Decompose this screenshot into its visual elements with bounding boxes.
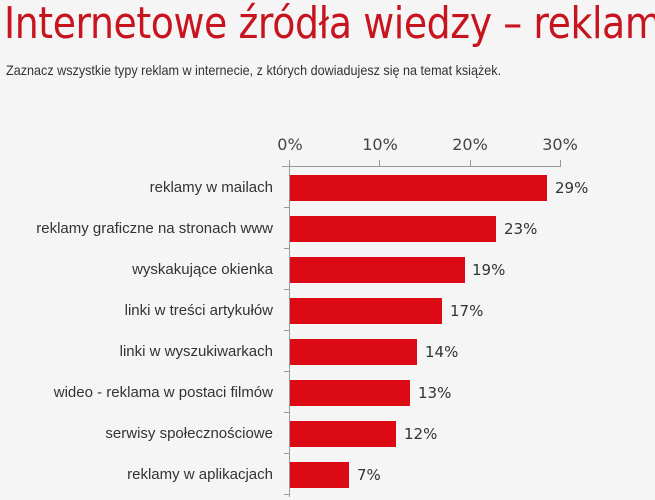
value-label: 29%: [555, 179, 589, 197]
category-label: serwisy społecznościowe: [105, 425, 273, 442]
category-label: linki w wyszukiwarkach: [119, 343, 273, 360]
value-label: 12%: [404, 425, 438, 443]
category-label: reklamy w mailach: [149, 179, 273, 196]
y-tick: [284, 330, 289, 331]
y-tick: [284, 453, 289, 454]
x-tick: [470, 160, 471, 166]
bar: [290, 421, 396, 447]
x-tick: [379, 160, 380, 166]
bar: [290, 462, 349, 488]
category-label: reklamy graficzne na stronach www: [36, 220, 273, 237]
category-label: wyskakujące okienka: [132, 261, 273, 278]
x-tick-label-0: 0%: [277, 135, 303, 154]
bar: [290, 298, 442, 324]
y-tick: [284, 289, 289, 290]
y-axis-line: [289, 166, 290, 497]
value-label: 7%: [357, 466, 381, 484]
value-label: 19%: [472, 261, 506, 279]
x-tick: [560, 160, 561, 166]
y-tick: [284, 494, 289, 495]
page-subtitle: Zaznacz wszystkie typy reklam w internec…: [6, 62, 502, 78]
x-tick-label-20: 20%: [452, 135, 488, 154]
category-label: wideo - reklama w postaci filmów: [53, 384, 273, 401]
x-tick: [289, 160, 290, 166]
bar: [290, 380, 410, 406]
x-tick-label-30: 30%: [542, 135, 578, 154]
value-label: 14%: [425, 343, 459, 361]
bar: [290, 257, 465, 283]
y-tick: [284, 412, 289, 413]
category-label: reklamy w aplikacjach: [127, 466, 273, 483]
y-tick: [284, 207, 289, 208]
category-label: linki w treści artykułów: [124, 302, 273, 319]
value-label: 13%: [418, 384, 452, 402]
value-label: 23%: [504, 220, 538, 238]
bar: [290, 339, 417, 365]
y-tick: [284, 248, 289, 249]
page-title: Internetowe źródła wiedzy – reklama: [4, 0, 655, 49]
bar: [290, 216, 496, 242]
x-tick-label-10: 10%: [362, 135, 398, 154]
x-axis-line: [282, 166, 561, 167]
bar: [290, 175, 547, 201]
value-label: 17%: [450, 302, 484, 320]
y-tick: [284, 371, 289, 372]
